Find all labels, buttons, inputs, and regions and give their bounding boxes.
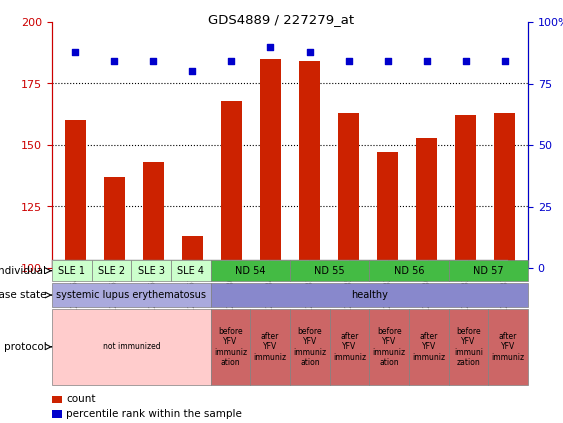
Point [422, 58, 431, 65]
Text: before
YFV
immuniz
ation: before YFV immuniz ation [293, 327, 327, 367]
Text: SLE 1: SLE 1 [59, 266, 86, 276]
Text: before
YFV
immuni
zation: before YFV immuni zation [454, 327, 483, 367]
Point [500, 58, 509, 65]
Text: count: count [66, 394, 96, 404]
Point [344, 58, 353, 65]
Bar [260, 59, 282, 268]
Text: after
YFV
immuniz: after YFV immuniz [491, 332, 525, 362]
Bar [338, 113, 359, 268]
Text: after
YFV
immuniz: after YFV immuniz [412, 332, 445, 362]
Bar [299, 61, 320, 268]
Bar [221, 101, 242, 268]
Text: ND 57: ND 57 [473, 266, 504, 276]
Text: SLE 4: SLE 4 [177, 266, 204, 276]
Text: individual: individual [0, 266, 46, 276]
Point [461, 58, 470, 65]
Bar [416, 137, 437, 268]
Point [71, 48, 80, 55]
Point [227, 58, 236, 65]
Point [188, 68, 197, 74]
Text: GDS4889 / 227279_at: GDS4889 / 227279_at [208, 13, 355, 26]
Text: healthy: healthy [351, 290, 388, 300]
Text: not immunized: not immunized [102, 342, 160, 352]
Point [110, 58, 119, 65]
Bar [377, 152, 398, 268]
Text: ND 55: ND 55 [314, 266, 345, 276]
Text: SLE 2: SLE 2 [98, 266, 125, 276]
Bar [494, 113, 515, 268]
Bar [182, 236, 203, 268]
Text: after
YFV
immuniz: after YFV immuniz [333, 332, 366, 362]
Text: before
YFV
immuniz
ation: before YFV immuniz ation [373, 327, 406, 367]
Text: after
YFV
immuniz: after YFV immuniz [253, 332, 287, 362]
Point [383, 58, 392, 65]
Text: percentile rank within the sample: percentile rank within the sample [66, 409, 242, 419]
Text: protocol: protocol [3, 342, 46, 352]
Bar [142, 162, 164, 268]
Text: before
YFV
immuniz
ation: before YFV immuniz ation [214, 327, 247, 367]
Text: ND 54: ND 54 [235, 266, 266, 276]
Point [266, 43, 275, 50]
Point [305, 48, 314, 55]
Text: disease state: disease state [0, 290, 46, 300]
Bar [104, 177, 125, 268]
Text: ND 56: ND 56 [394, 266, 425, 276]
Bar [65, 121, 86, 268]
Bar [455, 115, 476, 268]
Text: systemic lupus erythematosus: systemic lupus erythematosus [56, 290, 206, 300]
Point [149, 58, 158, 65]
Text: SLE 3: SLE 3 [138, 266, 164, 276]
